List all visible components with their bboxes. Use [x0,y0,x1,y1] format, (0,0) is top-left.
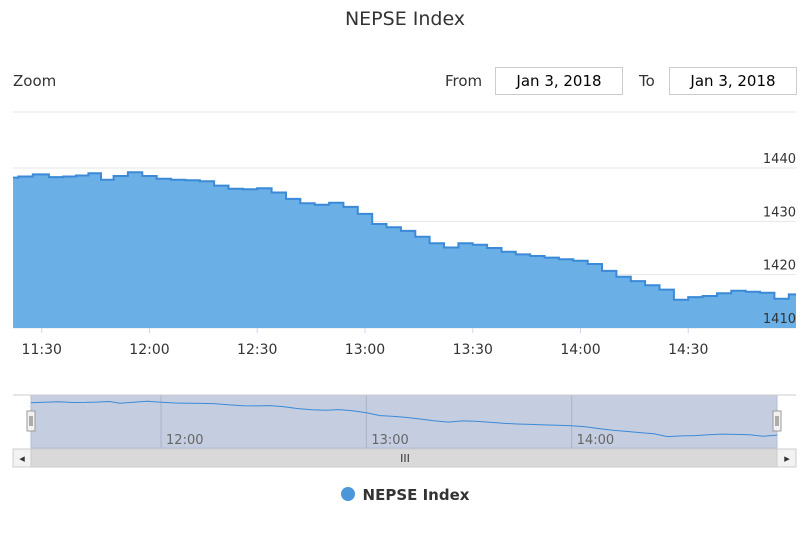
scroll-left-arrow-icon[interactable]: ◂ [19,452,25,465]
scroll-right-arrow-icon[interactable]: ▸ [784,452,790,465]
navigator-tick-label: 14:00 [577,433,614,448]
navigator-scrollbar[interactable]: III ◂ ▸ [12,448,797,468]
y-tick-label: 1410 [763,312,796,327]
legend-label: NEPSE Index [362,486,470,504]
plot-series [13,171,796,328]
navigator-tick-label: 13:00 [371,433,408,448]
from-label: From [445,72,483,90]
y-tick-label: 1440 [763,152,796,167]
x-tick-label: 13:00 [345,342,385,358]
chart-title: NEPSE Index [344,8,466,30]
to-date-input[interactable]: Jan 3, 2018 [669,67,797,95]
y-tick-label: 1420 [763,259,796,274]
y-tick-label: 1430 [763,205,796,220]
legend-item[interactable]: NEPSE Index [0,486,810,504]
series-line [13,171,796,301]
navigator-mask [30,394,778,449]
zoom-label: Zoom [13,72,57,90]
x-tick-label: 13:30 [453,342,493,358]
scrollbar-grip: III [400,452,410,465]
scrollbar-thumb [30,448,778,468]
to-label: To [639,72,655,90]
x-tick-label: 11:30 [22,342,62,358]
series-area [13,172,796,328]
x-axis-ticks: 11:30 12:00 12:30 13:00 13:30 14:00 14:30 [22,328,708,358]
handle-body [772,410,782,432]
x-tick-label: 14:00 [560,342,600,358]
navigator[interactable]: 12:00 13:00 14:00 III ◂ ▸ [12,394,797,468]
y-axis-ticks: 1410 1420 1430 1440 [763,152,796,327]
legend-swatch-icon [340,487,355,501]
x-tick-label: 12:30 [237,342,277,358]
navigator-right-handle[interactable] [772,410,782,432]
handle-body [26,410,36,432]
x-tick-label: 12:00 [129,342,169,358]
navigator-series-line [30,400,778,438]
navigator-left-handle[interactable] [26,410,36,432]
navigator-tick-label: 12:00 [166,433,203,448]
x-tick-label: 14:30 [668,342,708,358]
from-date-input[interactable]: Jan 3, 2018 [495,67,623,95]
